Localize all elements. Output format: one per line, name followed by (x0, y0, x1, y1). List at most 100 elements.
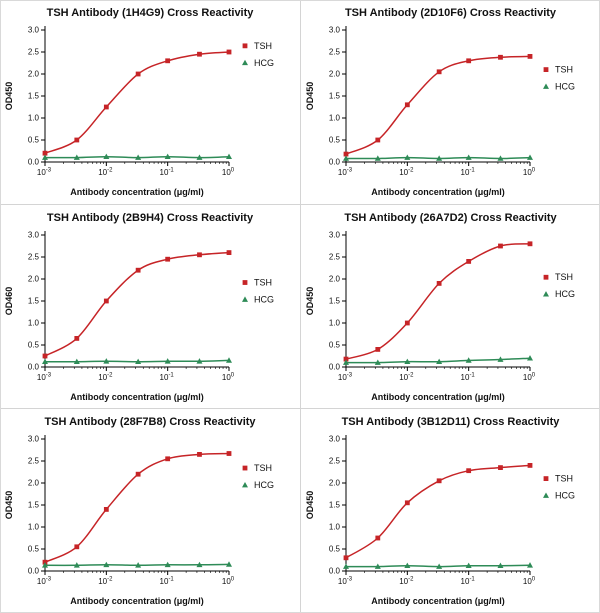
hcg-marker (374, 563, 381, 569)
tsh-marker (436, 478, 442, 484)
tsh-marker (465, 468, 471, 474)
chart-plot: 0.0 0.5 1.0 1.5 2.0 2.5 3.0 10-3 10-2 10-1 100 Anti… (1, 429, 299, 609)
legend-label-tsh: TSH (254, 463, 272, 473)
y-tick-label: 1.5 (328, 501, 340, 510)
chart-plot: 0.0 0.5 1.0 1.5 2.0 2.5 3.0 10-3 10-2 10-1 100 Anti… (1, 225, 299, 405)
legend-label-hcg: HCG (254, 295, 274, 305)
y-tick-label: 0.5 (328, 545, 340, 554)
x-tick-label: 10-2 (399, 168, 414, 178)
tsh-marker (165, 58, 171, 64)
hcg-marker (496, 155, 503, 161)
legend-tsh-marker (543, 67, 548, 72)
tsh-marker (497, 54, 503, 60)
chart-title: TSH Antibody (2B9H4) Cross Reactivity (46, 212, 254, 224)
x-tick-label: 10-3 (37, 168, 52, 178)
hcg-marker (496, 562, 503, 569)
hcg-marker (42, 562, 48, 568)
tsh-marker (404, 500, 410, 506)
x-tick-label: 100 (222, 373, 235, 383)
y-tick-label: 3.0 (328, 26, 340, 35)
tsh-marker (226, 250, 232, 255)
y-tick-label: 0.0 (328, 158, 340, 167)
legend-hcg-marker (242, 296, 248, 302)
x-tick-label: 10-1 (160, 373, 175, 383)
hcg-marker (342, 359, 349, 365)
y-tick-label: 1.5 (28, 297, 40, 306)
x-tick-label: 10-1 (460, 168, 475, 178)
x-axis-label: Antibody concentration (μg/ml) (70, 187, 204, 197)
x-tick-label: 10-2 (399, 577, 414, 587)
tsh-marker (135, 71, 141, 77)
y-tick-label: 2.5 (328, 457, 340, 466)
y-tick-label: 2.0 (328, 275, 340, 284)
legend-label-tsh: TSH (555, 474, 573, 484)
hcg-marker (135, 154, 142, 160)
chart-plot: 0.0 0.5 1.0 1.5 2.0 2.5 3.0 10-3 10-2 10-1 100 Anti… (1, 20, 299, 200)
hcg-marker (73, 154, 80, 160)
tsh-marker (404, 102, 410, 108)
x-tick-label: 10-2 (98, 577, 113, 587)
legend-label-hcg: HCG (555, 82, 575, 92)
chart-panel-2d10f6: TSH Antibody (2D10F6) Cross Reactivity 0… (301, 0, 600, 204)
tsh-marker (374, 347, 380, 352)
hcg-marker (164, 561, 171, 568)
tsh-marker (465, 259, 471, 264)
legend-hcg-marker (542, 83, 549, 89)
tsh-curve (44, 51, 230, 154)
x-tick-label: 100 (222, 168, 235, 178)
tsh-marker (343, 555, 348, 561)
chart-panel-26a7d2: TSH Antibody (26A7D2) Cross Reactivity 0… (301, 205, 600, 408)
chart-title: TSH Antibody (3B12D11) Cross Reactivity (341, 416, 560, 428)
y-tick-label: 1.0 (328, 319, 340, 328)
tsh-marker (74, 137, 80, 143)
x-tick-label: 100 (522, 168, 535, 178)
x-axis-label: Antibody concentration (μg/ml) (371, 392, 505, 402)
x-tick-label: 100 (522, 577, 535, 587)
legend-label-hcg: HCG (555, 491, 575, 501)
x-axis-label: Antibody concentration (μg/ml) (371, 596, 505, 606)
chart-title: TSH Antibody (26A7D2) Cross Reactivity (344, 212, 557, 224)
legend-label-hcg: HCG (254, 58, 274, 68)
tsh-marker (226, 49, 232, 55)
hcg-marker (164, 358, 171, 364)
y-axis-label: OD450 (305, 491, 315, 520)
y-tick-label: 0.5 (328, 136, 340, 145)
legend-hcg-marker (242, 481, 248, 488)
y-tick-label: 0.5 (28, 136, 40, 145)
chart-canvas: 0.0 0.5 1.0 1.5 2.0 2.5 3.0 10-3 10-2 10-1 100 Anti… (4, 231, 274, 403)
y-tick-label: 2.0 (28, 479, 40, 488)
tsh-marker (103, 507, 109, 512)
tsh-marker (42, 353, 48, 359)
hcg-marker (496, 356, 503, 362)
tsh-marker (42, 150, 48, 156)
hcg-marker (226, 357, 232, 363)
legend-label-tsh: TSH (555, 272, 573, 282)
y-tick-label: 2.0 (28, 275, 40, 284)
y-tick-label: 3.0 (28, 26, 40, 35)
hcg-marker (135, 358, 142, 365)
hcg-marker (196, 358, 203, 364)
tsh-marker (465, 58, 471, 64)
tsh-marker (343, 356, 348, 362)
hcg-marker (465, 357, 472, 363)
tsh-marker (343, 151, 348, 157)
hcg-marker (526, 562, 533, 568)
tsh-marker (226, 451, 232, 456)
hcg-marker (403, 358, 410, 365)
hcg-marker (403, 562, 410, 569)
legend-tsh-marker (543, 476, 548, 481)
y-tick-label: 2.0 (328, 70, 340, 79)
x-tick-label: 10-1 (460, 373, 475, 383)
chart-canvas: 0.0 0.5 1.0 1.5 2.0 2.5 3.0 10-3 10-2 10-1 100 Anti… (305, 231, 575, 403)
legend-tsh-marker (543, 274, 548, 280)
chart-panel-1h4g9: TSH Antibody (1H4G9) Cross Reactivity 0.… (0, 0, 300, 204)
tsh-marker (74, 544, 80, 550)
tsh-marker (436, 281, 442, 286)
y-tick-label: 0.5 (28, 341, 40, 350)
hcg-marker (526, 154, 533, 160)
chart-canvas: 0.0 0.5 1.0 1.5 2.0 2.5 3.0 10-3 10-2 10-1 100 Anti… (305, 435, 575, 607)
hcg-marker (465, 562, 472, 569)
tsh-marker (374, 535, 380, 541)
y-tick-label: 0.0 (328, 567, 340, 576)
